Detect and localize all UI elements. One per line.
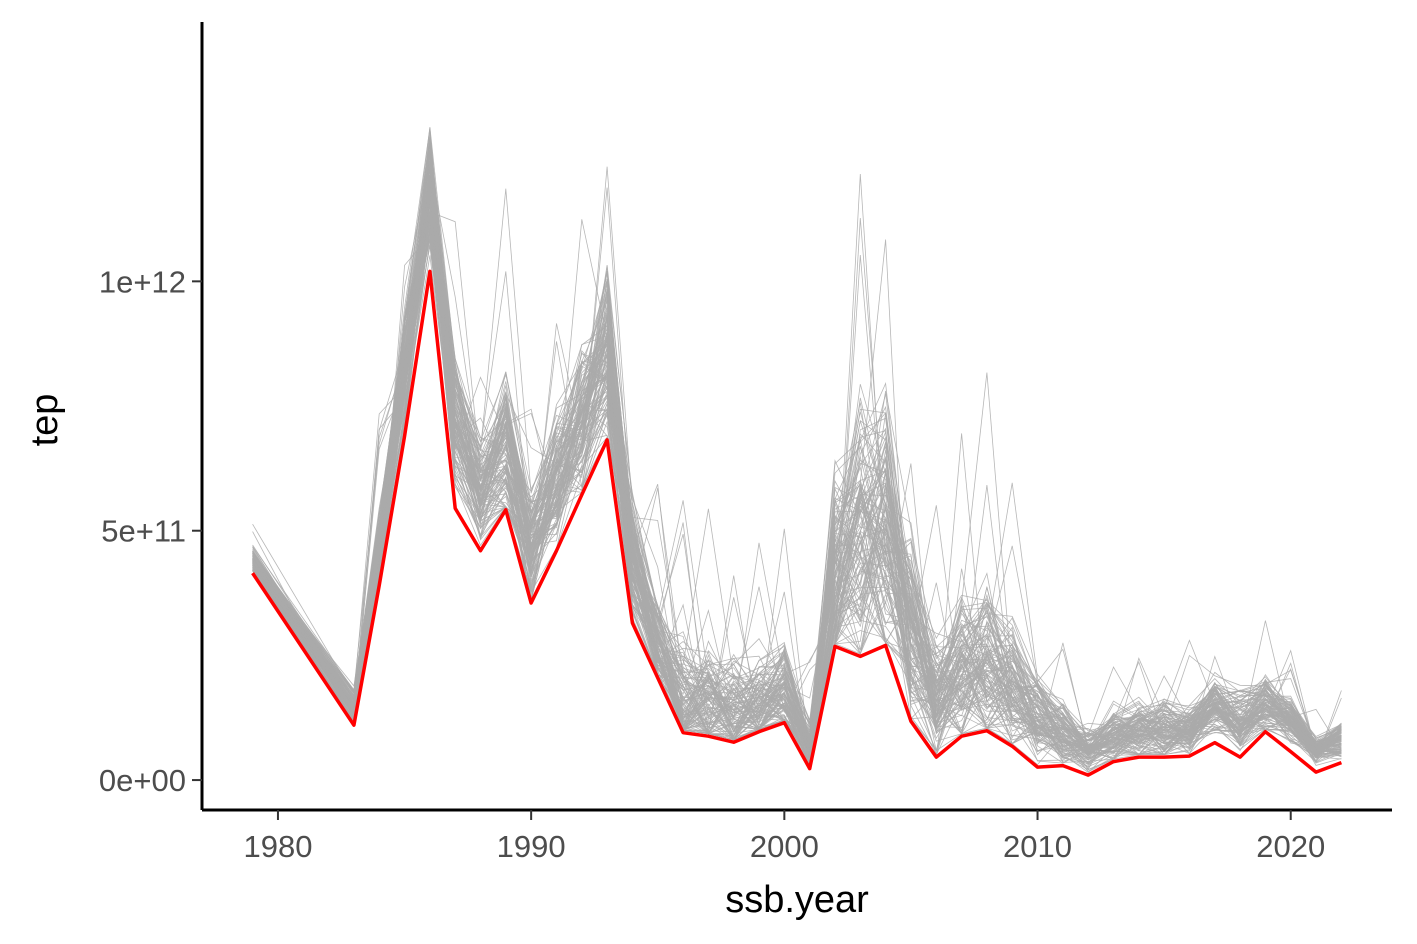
highlight-series-line: [251, 269, 1343, 777]
simulated-series-line: [252, 143, 1342, 753]
x-axis-ticks: 1980 1990 2000 2010 2020: [243, 810, 1325, 864]
simulated-series-line: [252, 138, 1342, 746]
simulated-series-line: [252, 196, 1342, 755]
simulated-series-line: [252, 203, 1342, 749]
simulated-series-line: [252, 145, 1342, 749]
y-tick-label: 0e+00: [99, 763, 186, 798]
y-axis-title: tep: [24, 394, 66, 447]
simulated-series-line: [252, 174, 1342, 757]
simulated-series-line: [252, 227, 1342, 762]
simulated-series-line: [252, 127, 1342, 755]
simulated-series-group: [252, 127, 1342, 774]
simulated-series-line: [252, 132, 1342, 755]
simulated-series-line: [252, 197, 1342, 767]
simulated-series-line: [252, 230, 1342, 767]
x-tick-label: 2020: [1256, 829, 1325, 864]
y-tick-label: 5e+11: [101, 514, 186, 549]
simulated-series-line: [252, 211, 1342, 756]
x-tick-label: 2000: [750, 829, 819, 864]
x-tick-label: 2010: [1003, 829, 1072, 864]
highlight-series-group: [251, 269, 1343, 777]
simulated-series-line: [252, 211, 1342, 761]
simulated-series-line: [252, 217, 1342, 768]
x-axis-title: ssb.year: [725, 879, 869, 921]
simulated-series-line: [252, 144, 1342, 759]
simulated-series-line: [252, 127, 1342, 757]
y-tick-label: 1e+12: [99, 264, 186, 299]
y-axis-ticks: 0e+00 5e+11 1e+12: [99, 264, 202, 798]
simulated-series-line: [252, 175, 1342, 744]
x-tick-label: 1980: [243, 829, 312, 864]
simulated-series-line: [252, 164, 1342, 763]
simulated-series-line: [252, 233, 1342, 757]
x-tick-label: 1990: [497, 829, 566, 864]
simulated-series-line: [252, 128, 1342, 748]
